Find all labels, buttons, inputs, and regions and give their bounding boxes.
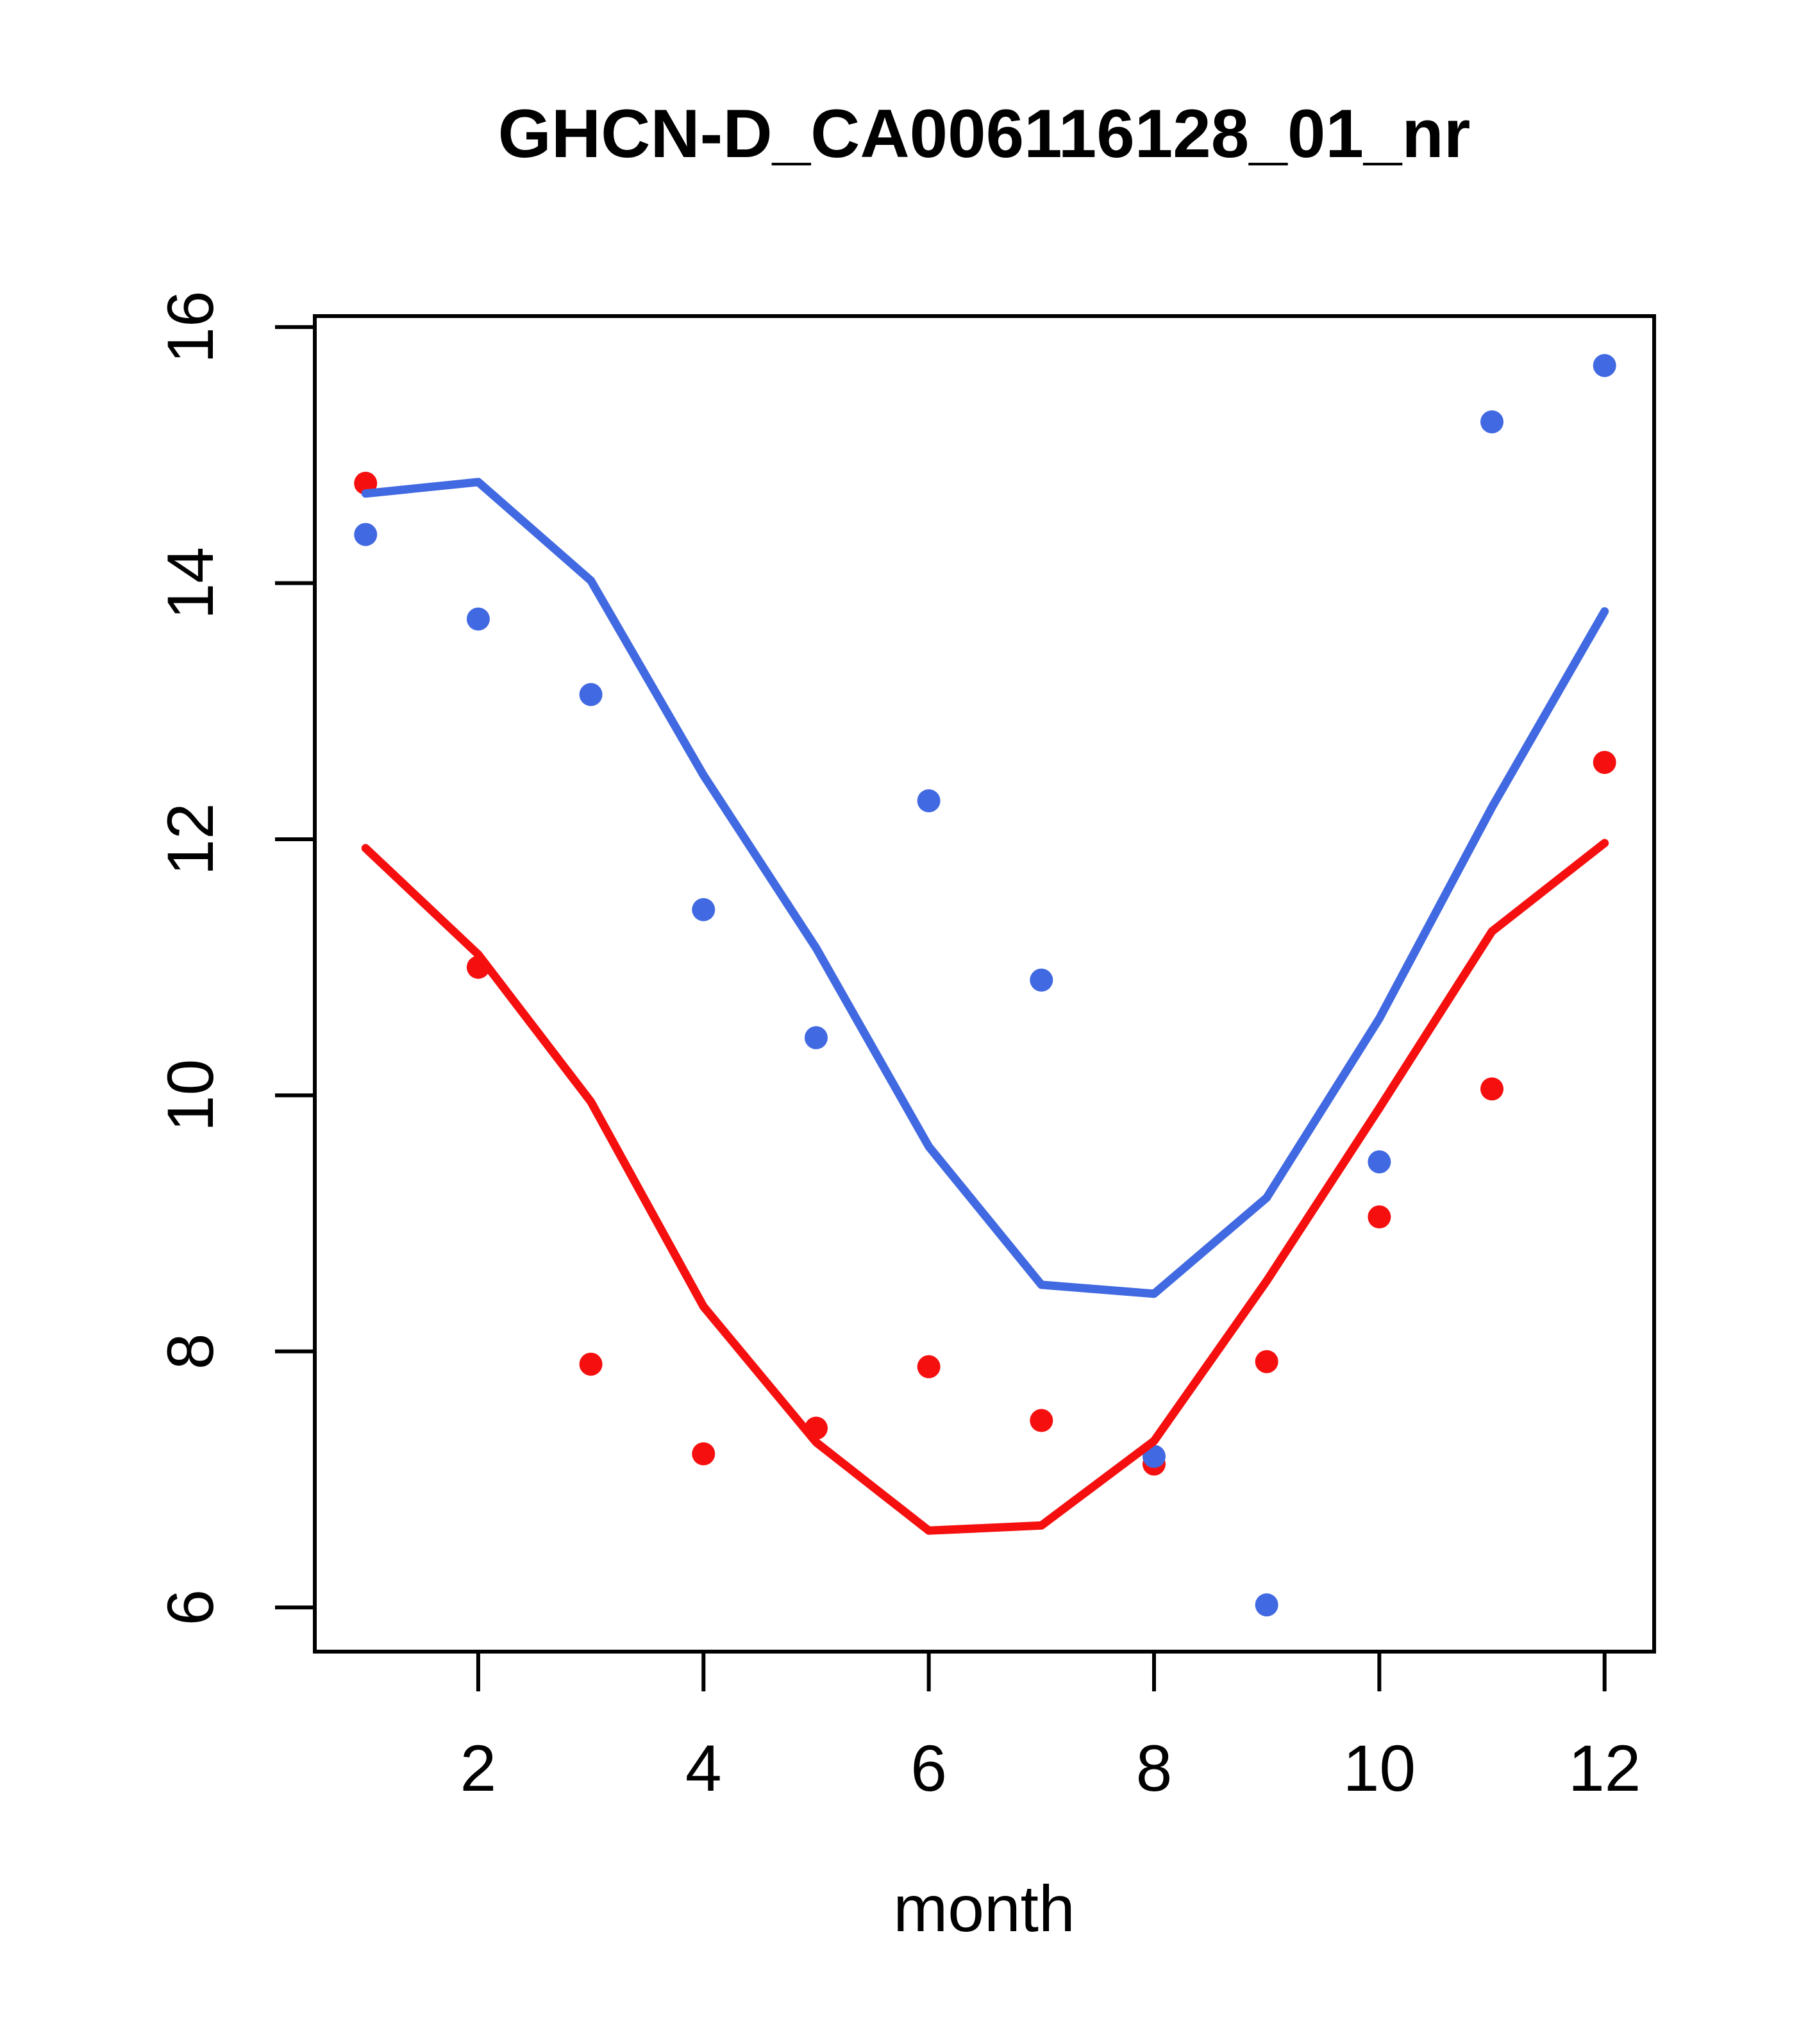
y-tick-label: 10: [154, 1059, 227, 1132]
x-tick-label: 4: [685, 1732, 722, 1805]
y-tick-label: 14: [154, 547, 227, 619]
blue-dot-m8: [1142, 1445, 1166, 1468]
y-tick-label: 12: [154, 803, 227, 875]
blue-dot-m5: [804, 1026, 828, 1050]
blue-dot-m7: [1030, 968, 1053, 992]
blue-dot-m10: [1368, 1150, 1391, 1174]
chart-title: GHCN-D_CA006116128_01_nr: [498, 95, 1471, 172]
x-axis-label: month: [893, 1872, 1075, 1945]
red-dot-m12: [1593, 751, 1616, 775]
blue-dot-m9: [1255, 1593, 1278, 1617]
red-dot-m3: [579, 1352, 603, 1376]
plot-box: [313, 314, 1656, 1654]
blue-dot-m1: [354, 523, 378, 546]
y-tick-label: 8: [154, 1333, 227, 1370]
blue-dot-m3: [579, 683, 603, 707]
y-tick-label: 6: [154, 1589, 227, 1626]
red-dot-m10: [1368, 1205, 1391, 1229]
blue-dot-m6: [917, 789, 941, 813]
x-tick-label: 10: [1343, 1732, 1416, 1805]
red-dot-m7: [1030, 1409, 1053, 1432]
x-tick-label: 2: [460, 1732, 497, 1805]
red-dot-m11: [1480, 1077, 1504, 1101]
y-tick-label: 16: [154, 290, 227, 363]
red-dot-m6: [917, 1355, 941, 1378]
blue-trend-line: [361, 478, 1609, 1298]
blue-dot-m12: [1593, 354, 1616, 378]
red-dot-m4: [692, 1442, 716, 1466]
blue-dot-m2: [466, 607, 490, 631]
x-tick-label: 6: [910, 1732, 947, 1805]
blue-dot-m4: [692, 898, 716, 921]
red-trend-line: [361, 839, 1609, 1535]
blue-dot-m11: [1480, 410, 1504, 433]
x-tick-label: 12: [1568, 1732, 1641, 1805]
x-tick-label: 8: [1136, 1732, 1173, 1805]
red-dot-m9: [1255, 1350, 1278, 1373]
